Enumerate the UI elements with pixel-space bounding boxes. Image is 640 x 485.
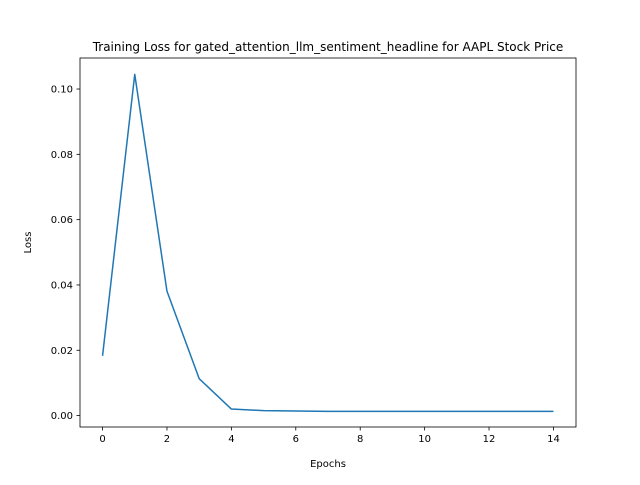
x-tick-label: 10 <box>418 434 431 445</box>
y-tick-label: 0.08 <box>51 150 73 161</box>
x-tick-label: 0 <box>99 434 105 445</box>
x-tick-label: 6 <box>293 434 299 445</box>
x-tick-label: 12 <box>483 434 496 445</box>
x-tick-label: 4 <box>228 434 234 445</box>
series-line-0 <box>101 73 554 413</box>
x-axis-label: Epochs <box>310 459 346 470</box>
y-tick-label: 0.02 <box>51 346 73 357</box>
plot-area: 0 2 4 6 8 10 12 14 0.00 0.02 0.04 0.06 0.08 0.10 <box>51 57 577 445</box>
y-tick-label: 0.06 <box>51 215 73 226</box>
y-tick-label: 0.00 <box>51 411 73 422</box>
y-axis-label: Loss <box>23 232 34 254</box>
x-tick-label: 14 <box>547 434 560 445</box>
chart-title: Training Loss for gated_attention_llm_se… <box>92 40 564 54</box>
x-tick-label: 8 <box>357 434 363 445</box>
x-tick-label: 2 <box>164 434 170 445</box>
y-tick-label: 0.04 <box>51 280 73 291</box>
axes-frame <box>79 57 577 428</box>
y-tick-label: 0.10 <box>51 85 73 96</box>
